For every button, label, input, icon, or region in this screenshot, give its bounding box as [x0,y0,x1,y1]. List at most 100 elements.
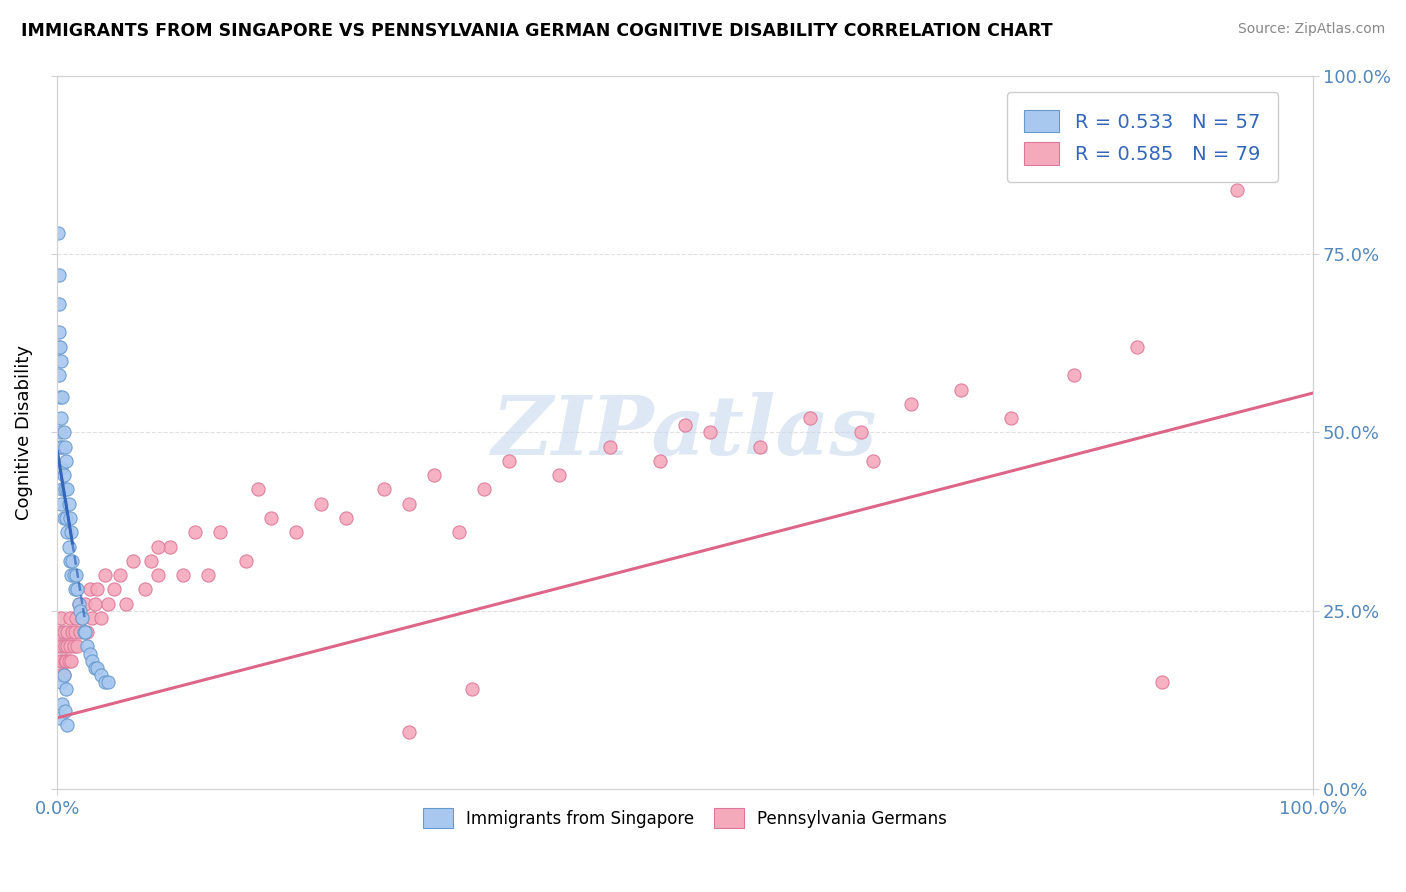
Text: Source: ZipAtlas.com: Source: ZipAtlas.com [1237,22,1385,37]
Point [648,454,671,468]
Point [103,582,125,597]
Point [69,604,91,618]
Point [52,668,75,682]
Point [58,497,80,511]
Point [48,297,70,311]
Point [52,425,75,440]
Point [90,668,112,682]
Point [699,425,721,440]
Point [84,597,107,611]
Point [749,440,772,454]
Point [134,582,156,597]
Point [49,497,72,511]
Point [51,697,73,711]
Point [48,268,70,283]
Point [69,625,91,640]
Point [55,454,77,468]
Point [48,368,70,383]
Point [799,411,821,425]
Point [90,611,112,625]
Point [108,568,131,582]
Point [49,411,72,425]
Point [146,540,169,554]
Point [209,525,232,540]
Point [49,654,72,668]
Point [335,511,357,525]
Point [1150,675,1173,690]
Point [62,640,84,654]
Point [862,454,884,468]
Point [398,497,420,511]
Point [67,597,90,611]
Point [60,568,83,582]
Point [79,647,101,661]
Point [55,682,77,697]
Point [53,640,76,654]
Text: IMMIGRANTS FROM SINGAPORE VS PENNSYLVANIA GERMAN COGNITIVE DISABILITY CORRELATIO: IMMIGRANTS FROM SINGAPORE VS PENNSYLVANI… [21,22,1053,40]
Point [96,675,118,690]
Point [48,326,70,340]
Point [56,625,79,640]
Point [73,597,96,611]
Point [55,511,77,525]
Point [900,397,922,411]
Point [67,597,90,611]
Point [260,511,283,525]
Point [79,582,101,597]
Point [235,554,257,568]
Point [172,568,194,582]
Point [1126,340,1149,354]
Point [309,497,332,511]
Point [73,625,96,640]
Point [48,340,70,354]
Point [1175,154,1198,169]
Point [51,654,73,668]
Point [66,640,89,654]
Point [63,625,86,640]
Point [447,525,470,540]
Legend: Immigrants from Singapore, Pennsylvania Germans: Immigrants from Singapore, Pennsylvania … [416,802,953,834]
Point [472,483,495,497]
Point [53,654,76,668]
Point [52,511,75,525]
Point [49,440,72,454]
Point [284,525,307,540]
Point [59,511,82,525]
Point [950,383,973,397]
Point [849,425,872,440]
Point [86,582,108,597]
Point [51,640,73,654]
Point [115,597,138,611]
Point [60,654,83,668]
Point [94,675,117,690]
Point [86,661,108,675]
Point [53,483,76,497]
Point [52,468,75,483]
Point [84,661,107,675]
Point [52,625,75,640]
Point [82,611,104,625]
Point [73,625,96,640]
Point [76,640,98,654]
Point [65,568,87,582]
Point [1226,183,1249,197]
Point [60,525,83,540]
Point [63,582,86,597]
Point [56,525,79,540]
Point [52,668,75,682]
Point [76,625,98,640]
Point [141,554,163,568]
Point [49,340,72,354]
Point [49,461,72,475]
Point [423,468,446,483]
Point [121,554,143,568]
Point [548,468,571,483]
Point [58,540,80,554]
Point [184,525,207,540]
Point [65,611,87,625]
Point [51,440,73,454]
Point [398,725,420,739]
Point [146,568,169,582]
Point [66,582,89,597]
Point [59,611,82,625]
